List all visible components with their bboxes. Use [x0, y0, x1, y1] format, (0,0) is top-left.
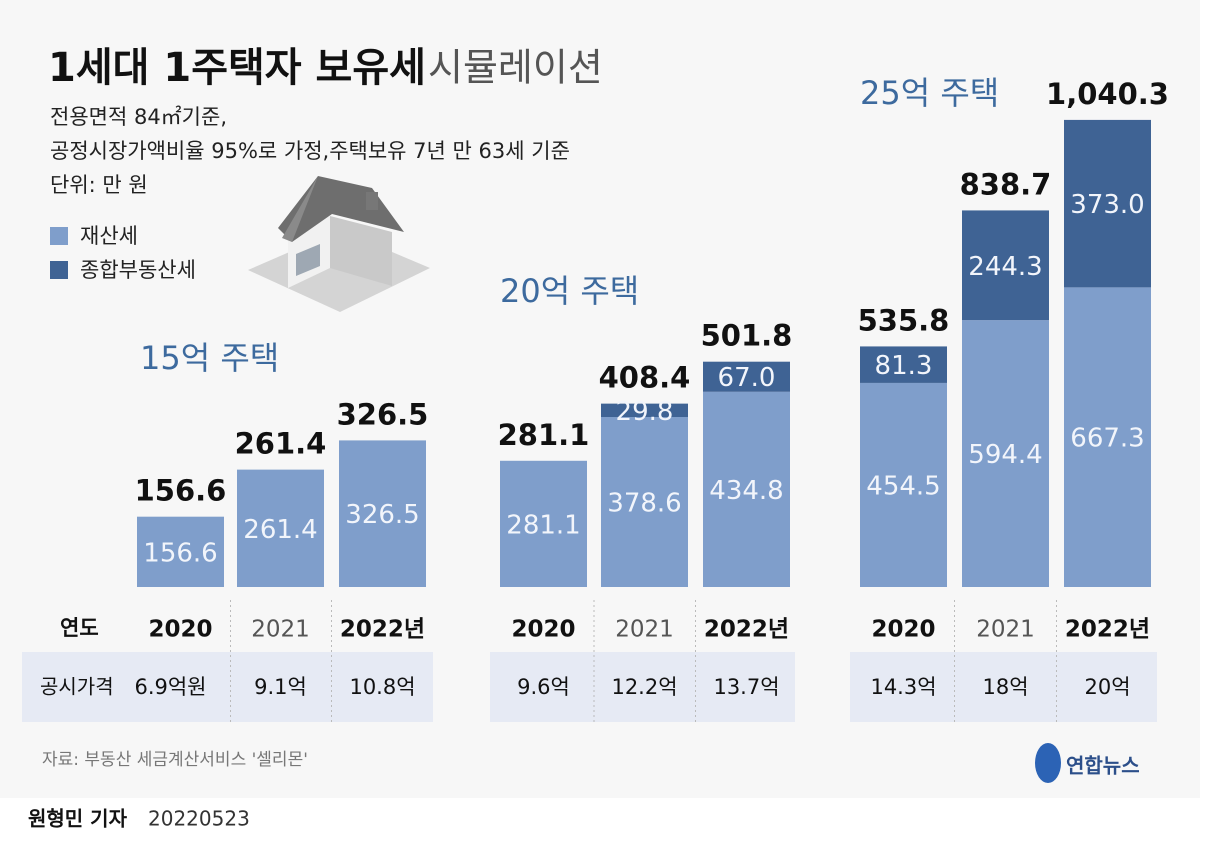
total-label: 326.5	[337, 397, 429, 431]
price-row-label: 공시가격	[40, 675, 114, 699]
total-label: 261.4	[235, 427, 327, 461]
price-row-bg	[22, 652, 433, 722]
note: 단위: 만 원	[50, 173, 148, 197]
year-label: 2020	[511, 617, 575, 643]
bar-segment	[962, 210, 1049, 321]
group-label: 20억 주택	[500, 272, 639, 310]
price-label: 9.6억	[517, 675, 570, 699]
bar-segment	[500, 460, 587, 587]
segment-label: 261.4	[243, 515, 317, 545]
source: 자료: 부동산 세금계산서비스 '셀리몬'	[42, 750, 308, 770]
bar-segment	[860, 382, 947, 587]
bar-segment	[703, 391, 790, 587]
total-label: 156.6	[135, 474, 227, 508]
price-label: 6.9억원	[134, 675, 206, 699]
logo-text: 연합뉴스	[1066, 754, 1140, 778]
segment-label: 594.4	[968, 440, 1042, 470]
byline: 원형민 기자	[28, 807, 128, 831]
total-label: 535.8	[858, 303, 950, 337]
year-label: 2022년	[704, 617, 789, 643]
segment-label: 326.5	[345, 500, 419, 530]
date: 20220523	[148, 807, 250, 831]
segment-label: 67.0	[718, 363, 776, 393]
bar-segment	[237, 469, 324, 587]
total-label: 281.1	[498, 418, 590, 452]
bar-segment	[601, 403, 688, 418]
year-label: 2020	[148, 617, 212, 643]
year-label: 2022년	[340, 617, 425, 643]
price-label: 13.7억	[713, 675, 779, 699]
bar-segment	[860, 346, 947, 383]
segment-label: 156.6	[143, 538, 217, 568]
note: 전용면적 84㎡기준,	[50, 105, 227, 129]
total-label: 501.8	[701, 319, 793, 353]
price-label: 12.2억	[611, 675, 677, 699]
chart-title: 1세대 1주택자 보유세	[48, 45, 426, 91]
segment-label: 373.0	[1070, 190, 1144, 220]
segment-label: 281.1	[506, 510, 580, 540]
legend-label: 재산세	[80, 224, 138, 248]
legend-swatch	[50, 227, 68, 245]
year-label: 2022년	[1065, 617, 1150, 643]
price-label: 18억	[982, 675, 1028, 699]
year-label: 2021	[976, 617, 1035, 643]
segment-label: 667.3	[1070, 424, 1144, 454]
segment-label: 378.6	[607, 489, 681, 519]
bar-segment	[601, 417, 688, 587]
price-row-bg	[490, 652, 795, 722]
year-label: 2020	[871, 617, 935, 643]
total-label: 838.7	[960, 167, 1052, 201]
year-label: 2021	[615, 617, 674, 643]
segment-label: 29.8	[616, 397, 674, 427]
year-row-label: 연도	[60, 616, 99, 640]
price-label: 14.3억	[870, 675, 936, 699]
segment-label: 454.5	[866, 471, 940, 501]
group-label: 25억 주택	[860, 74, 999, 112]
price-label: 20억	[1084, 675, 1130, 699]
price-label: 10.8억	[349, 675, 415, 699]
group-label: 15억 주택	[140, 339, 279, 377]
bar-segment	[962, 320, 1049, 587]
bar-segment	[137, 516, 224, 587]
bar-segment	[339, 440, 426, 587]
bar-segment	[1064, 119, 1151, 288]
legend-label: 종합부동산세	[80, 258, 196, 282]
chart-title-light: 시뮬레이션	[428, 46, 603, 90]
segment-label: 81.3	[875, 351, 933, 381]
note: 공정시장가액비율 95%로 가정,주택보유 7년 만 63세 기준	[50, 139, 570, 163]
segment-label: 434.8	[709, 476, 783, 506]
bar-segment	[1064, 287, 1151, 587]
price-label: 9.1억	[254, 675, 307, 699]
legend-swatch	[50, 261, 68, 279]
segment-label: 244.3	[968, 252, 1042, 282]
year-label: 2021	[251, 617, 310, 643]
total-label: 408.4	[599, 361, 691, 395]
house-icon	[248, 176, 430, 312]
price-row-bg	[850, 652, 1157, 722]
total-label: 1,040.3	[1046, 77, 1169, 111]
logo: 연합뉴스	[1035, 743, 1140, 783]
bar-segment	[703, 361, 790, 392]
